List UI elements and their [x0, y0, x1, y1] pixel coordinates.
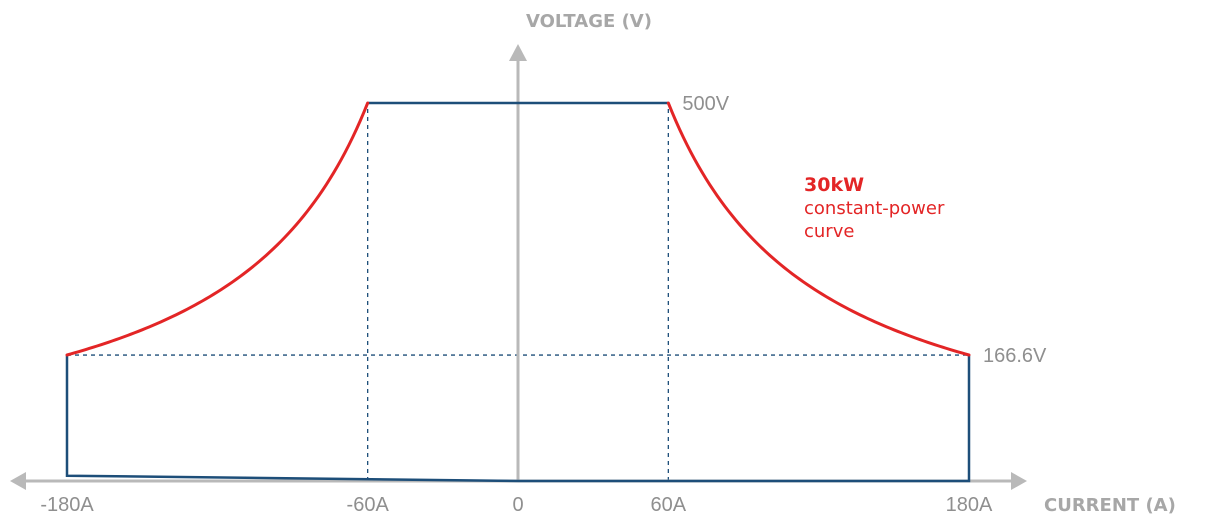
- x-tick-label-0: -180A: [40, 494, 94, 516]
- value-labels: 500V 166.6V: [682, 93, 1047, 367]
- y-axis-arrow: [509, 44, 527, 61]
- x-axis-right-arrow: [1011, 472, 1027, 490]
- annotation-title: 30kW: [804, 174, 864, 196]
- tick-labels: -180A -60A 0 60A 180A: [40, 494, 993, 516]
- labels: VOLTAGE (V) CURRENT (A) 30kW constant-po…: [526, 11, 1176, 516]
- x-axis-left-arrow: [10, 472, 26, 490]
- x-tick-label-2: 0: [512, 494, 523, 516]
- x-axis-title: CURRENT (A): [1044, 495, 1176, 516]
- constant-power-curve-2: [67, 103, 368, 355]
- x-tick-label-4: 180A: [946, 494, 993, 516]
- x-tick-label-3: 60A: [651, 494, 687, 516]
- value-label-0: 500V: [682, 93, 729, 115]
- annotation-line-1: constant-power: [804, 198, 945, 219]
- x-tick-label-1: -60A: [347, 494, 390, 516]
- y-axis-title: VOLTAGE (V): [526, 11, 652, 32]
- annotation-line-2: curve: [804, 221, 854, 242]
- value-label-1: 166.6V: [983, 345, 1047, 367]
- axes: [10, 44, 1027, 490]
